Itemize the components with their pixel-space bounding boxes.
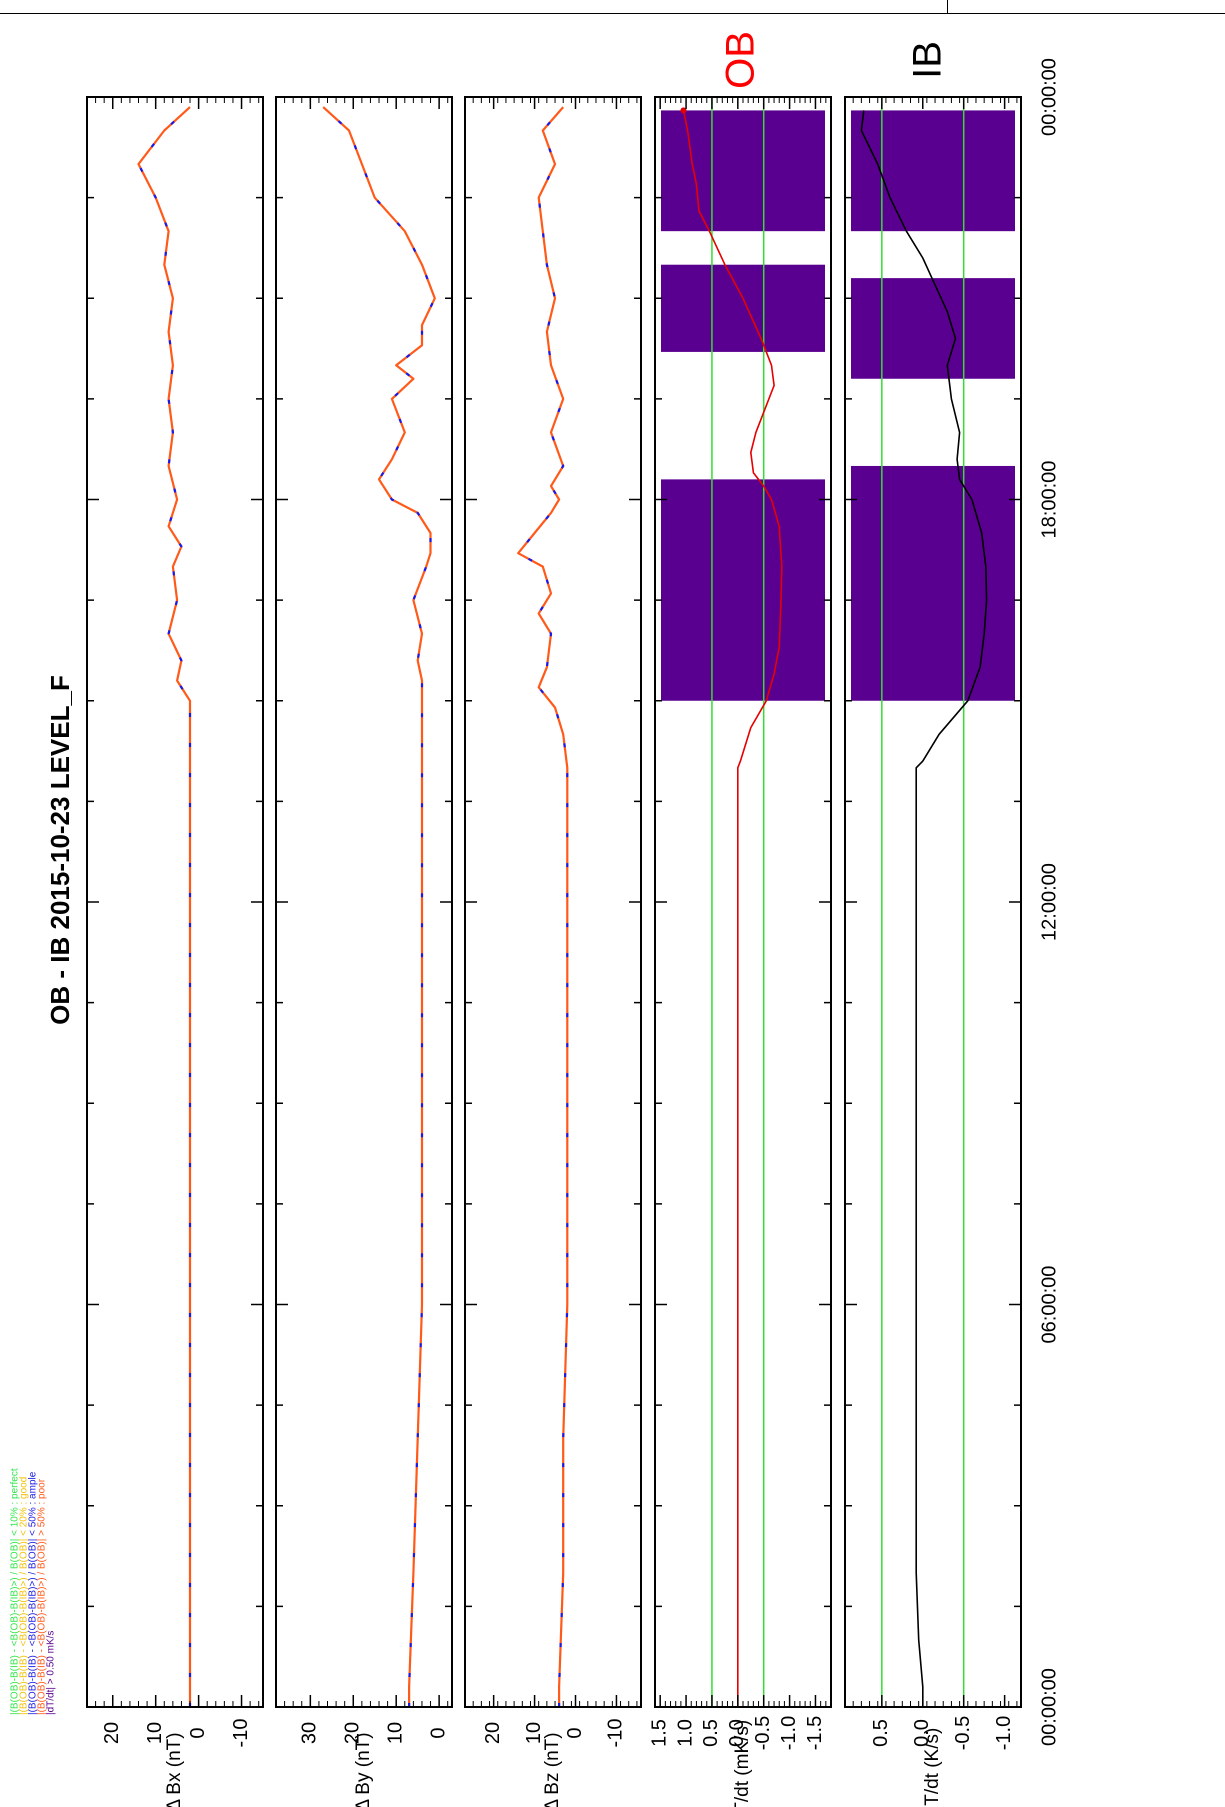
y-tick-label: 1.5 [648, 1719, 670, 1747]
y-tick-label: 10 [144, 1722, 166, 1744]
x-tick-label: 00:00:00 [1038, 58, 1060, 136]
panel-2 [275, 96, 453, 1708]
flag-interval-3 [661, 110, 825, 232]
top-frame-divider [947, 0, 948, 14]
y-tick-label: -0.5 [752, 1716, 774, 1750]
series-end-marker [680, 107, 687, 114]
ib-label: IB [906, 41, 950, 79]
y-tick-label: 30 [299, 1722, 321, 1744]
y-tick-label: 0.5 [870, 1719, 892, 1747]
series-quality-overlay [517, 106, 569, 1707]
panel-5 [844, 96, 1022, 1708]
y-axis-label: Δ Bz (nT) [542, 1732, 563, 1807]
y-tick-label: 0 [564, 1727, 586, 1738]
y-tick-label: -10 [605, 1719, 627, 1748]
x-tick-label: 12:00:00 [1038, 863, 1060, 941]
y-tick-label: 0 [187, 1727, 209, 1738]
flag-interval-1 [851, 465, 1015, 701]
series-line-1 [322, 106, 436, 1707]
panel-frame [464, 96, 642, 1708]
panel-4 [654, 96, 832, 1708]
y-tick-label: 10 [523, 1722, 545, 1744]
series-line-1 [682, 110, 783, 1707]
legend-entry: |(B(OB)-B(IB) - <B(OB)-B(IB)>) / B(OB)| … [19, 1477, 30, 1715]
y-tick-label: 20 [482, 1722, 504, 1744]
panel-3 [464, 96, 642, 1708]
ob-label: OB [719, 31, 763, 89]
flag-interval-2 [661, 264, 825, 352]
y-tick-label: -1.5 [804, 1716, 826, 1750]
panel-frame [86, 96, 264, 1708]
x-tick-label: 00:00:00 [1038, 1668, 1060, 1746]
legend-entry: |(B(OB)-B(IB) - <B(OB)-B(IB)>) / B(OB)| … [28, 1471, 39, 1715]
y-axis-label: Δ Bx (nT) [164, 1732, 185, 1807]
chart-title: OB - IB 2015-10-23 LEVEL_F [45, 675, 75, 1025]
y-axis-label: dT/dt (mK/s) [732, 1720, 753, 1807]
panel-1 [86, 96, 264, 1708]
series-quality-overlay [137, 106, 192, 1707]
y-tick-label: 10 [384, 1722, 406, 1744]
series-line-1 [860, 110, 988, 1707]
panel-frame [275, 96, 453, 1708]
y-tick-label: 0.5 [700, 1719, 722, 1747]
y-axis-label: Δ By (nT) [353, 1732, 374, 1807]
y-tick-label: 0.0 [726, 1719, 748, 1747]
legend-entry: |dT/dt| > 0.50 mK/s [46, 1631, 57, 1715]
series-line-1 [137, 106, 192, 1707]
y-tick-label: -0.5 [952, 1716, 974, 1750]
legend-entry: |(B(OB)-B(IB) - <B(OB)-B(IB)>) / B(OB)| … [37, 1478, 48, 1715]
y-tick-label: 1.0 [674, 1719, 696, 1747]
x-tick-label: 18:00:00 [1038, 461, 1060, 539]
y-axis-label: dT/dt (K/s) [922, 1728, 943, 1807]
flag-interval-1 [661, 479, 825, 701]
y-tick-label: -1.0 [778, 1716, 800, 1750]
flag-interval-3 [851, 110, 1015, 232]
top-frame-strip [0, 0, 1225, 14]
series-line-1 [517, 106, 569, 1707]
flag-interval-2 [851, 278, 1015, 379]
y-tick-label: -10 [230, 1719, 252, 1748]
legend-entry: |(B(OB)-B(IB) - <B(OB)-B(IB)>) / B(OB)| … [10, 1468, 21, 1715]
y-tick-label: 0 [427, 1727, 449, 1738]
y-tick-label: 20 [342, 1722, 364, 1744]
y-tick-label: 20 [101, 1722, 123, 1744]
y-tick-label: 0.0 [911, 1719, 933, 1747]
y-tick-label: -1.0 [993, 1716, 1015, 1750]
x-tick-label: 06:00:00 [1038, 1266, 1060, 1344]
